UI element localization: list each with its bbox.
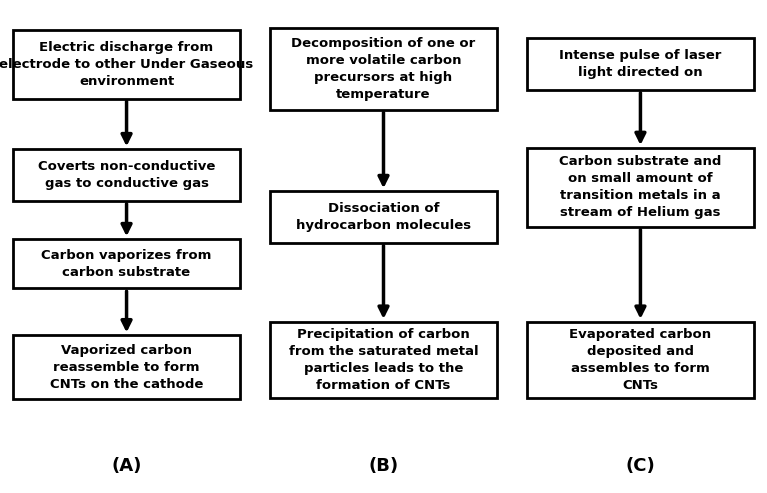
Text: (B): (B) xyxy=(368,457,399,475)
Text: Precipitation of carbon
from the saturated metal
particles leads to the
formatio: Precipitation of carbon from the saturat… xyxy=(288,328,479,392)
FancyBboxPatch shape xyxy=(14,239,239,288)
Text: Dissociation of
hydrocarbon molecules: Dissociation of hydrocarbon molecules xyxy=(296,202,471,232)
Text: Carbon vaporizes from
carbon substrate: Carbon vaporizes from carbon substrate xyxy=(41,249,212,279)
Text: (C): (C) xyxy=(626,457,655,475)
Text: Coverts non-conductive
gas to conductive gas: Coverts non-conductive gas to conductive… xyxy=(38,160,216,190)
FancyBboxPatch shape xyxy=(270,29,497,110)
FancyBboxPatch shape xyxy=(528,38,753,90)
FancyBboxPatch shape xyxy=(270,191,497,243)
Text: (A): (A) xyxy=(111,457,142,475)
Text: Evaporated carbon
deposited and
assembles to form
CNTs: Evaporated carbon deposited and assemble… xyxy=(569,328,712,392)
Text: Decomposition of one or
more volatile carbon
precursors at high
temperature: Decomposition of one or more volatile ca… xyxy=(291,37,476,101)
FancyBboxPatch shape xyxy=(14,30,239,99)
Text: Carbon substrate and
on small amount of
transition metals in a
stream of Helium : Carbon substrate and on small amount of … xyxy=(559,155,722,219)
Text: Electric discharge from
electrode to other Under Gaseous
environment: Electric discharge from electrode to oth… xyxy=(0,40,254,88)
Text: Intense pulse of laser
light directed on: Intense pulse of laser light directed on xyxy=(559,49,722,79)
FancyBboxPatch shape xyxy=(14,149,239,201)
FancyBboxPatch shape xyxy=(528,321,753,398)
FancyBboxPatch shape xyxy=(528,148,753,227)
FancyBboxPatch shape xyxy=(270,321,497,398)
FancyBboxPatch shape xyxy=(14,335,239,399)
Text: Vaporized carbon
reassemble to form
CNTs on the cathode: Vaporized carbon reassemble to form CNTs… xyxy=(50,344,203,391)
